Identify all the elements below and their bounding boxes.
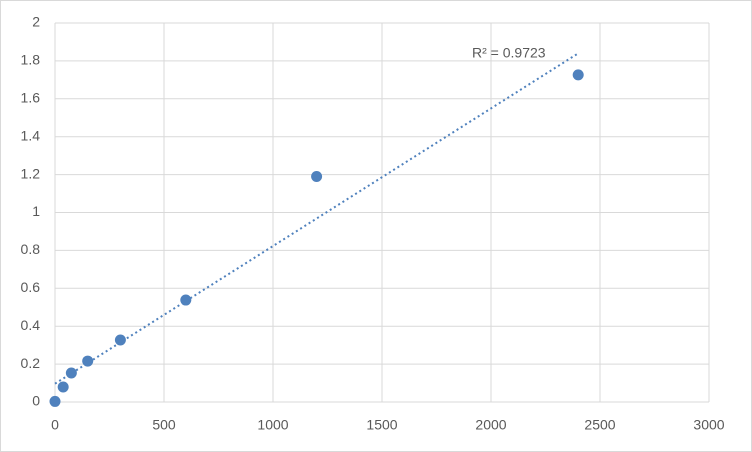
x-tick-label: 2000 xyxy=(475,417,506,433)
y-tick-label: 1.4 xyxy=(21,127,41,143)
point xyxy=(57,381,69,393)
y-tick-label: 0 xyxy=(32,393,40,409)
point xyxy=(49,395,61,407)
y-tick-label: 0.4 xyxy=(21,317,41,333)
y-tick-label: 1 xyxy=(32,203,40,219)
y-tick-label: 1.6 xyxy=(21,90,41,106)
y-tick-label: 0.8 xyxy=(21,241,41,257)
trendline xyxy=(54,52,579,385)
y-tick-label: 1.2 xyxy=(21,165,41,181)
point xyxy=(311,170,323,182)
point xyxy=(65,367,77,379)
y-tick-label: 0.6 xyxy=(21,279,41,295)
x-tick-label: 3000 xyxy=(693,417,724,433)
point xyxy=(114,334,126,346)
x-tick-label: 0 xyxy=(51,417,59,433)
x-tick-label: 500 xyxy=(152,417,176,433)
point xyxy=(180,294,192,306)
annotation: R² = 0.9723 xyxy=(472,45,546,61)
x-tick-label: 1500 xyxy=(366,417,397,433)
x-tick-label: 1000 xyxy=(257,417,288,433)
point xyxy=(572,69,584,81)
x-tick-label: 2500 xyxy=(584,417,615,433)
y-tick-label: 1.8 xyxy=(21,52,41,68)
point xyxy=(82,355,94,367)
y-tick-label: 2 xyxy=(32,14,40,30)
y-tick-label: 0.2 xyxy=(21,355,41,371)
